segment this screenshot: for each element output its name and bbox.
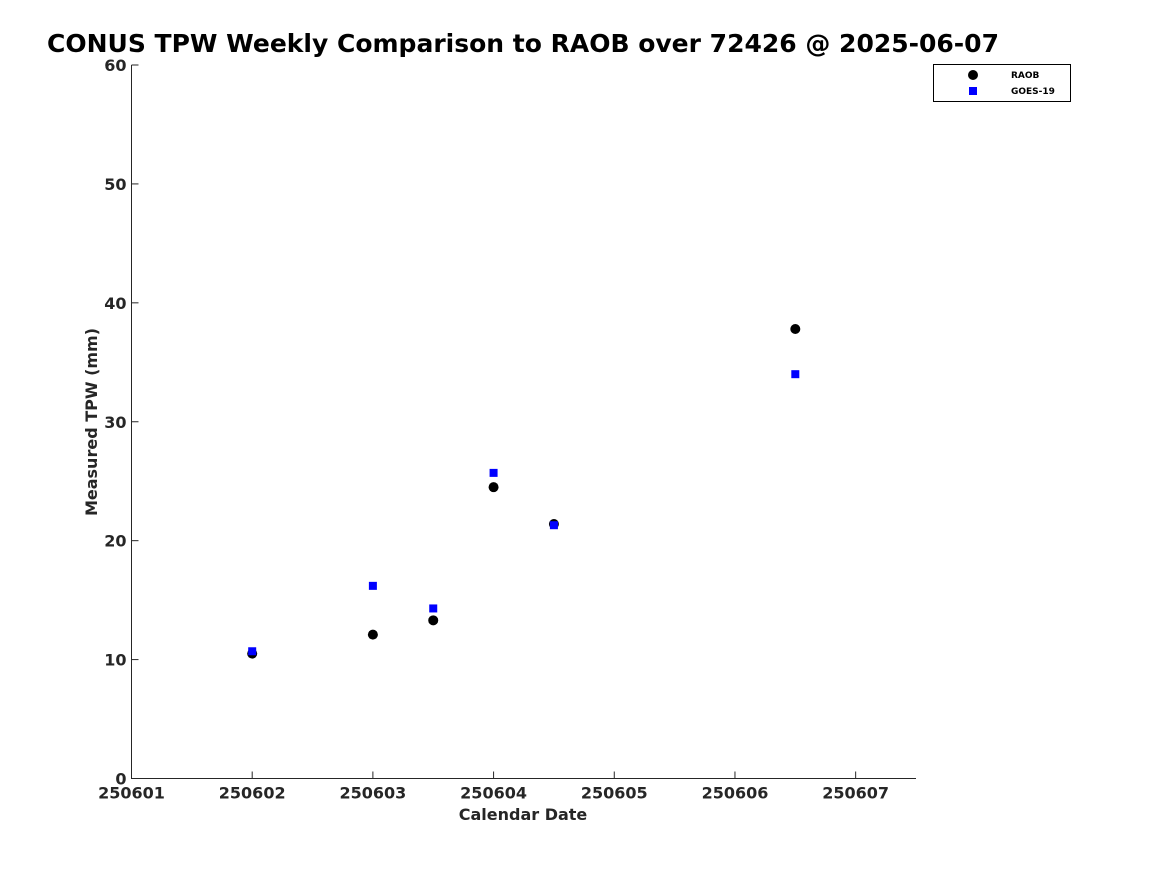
y-tick-label: 50 — [104, 175, 126, 194]
y-axis-ticks: 0 10 20 30 40 50 60 — [104, 56, 139, 789]
raob-point — [367, 629, 378, 640]
y-axis-label: Measured TPW (mm) — [82, 328, 101, 516]
x-tick-label: 250603 — [339, 784, 406, 803]
goes-19-point — [791, 370, 800, 379]
legend-raob-marker — [968, 70, 978, 80]
raob-point — [488, 482, 499, 493]
x-tick-label: 250607 — [822, 784, 889, 803]
y-tick-label: 10 — [104, 651, 126, 670]
goes-19-point — [549, 521, 558, 530]
goes-19-point — [248, 647, 257, 656]
y-tick-label: 30 — [104, 413, 126, 432]
raob-point — [790, 323, 801, 334]
data-points — [247, 323, 801, 659]
goes-19-point — [429, 604, 438, 613]
legend-box — [933, 64, 1071, 102]
goes-19-point — [489, 468, 498, 477]
legend-raob-label: RAOB — [1011, 71, 1040, 81]
legend: RAOB GOES-19 — [933, 64, 1071, 102]
goes-19-point — [368, 581, 377, 590]
x-tick-label: 250604 — [460, 784, 527, 803]
y-tick-label: 20 — [104, 532, 126, 551]
y-tick-label: 60 — [104, 56, 126, 75]
x-tick-label: 250606 — [702, 784, 769, 803]
y-tick-label: 0 — [115, 770, 126, 789]
chart-title: CONUS TPW Weekly Comparison to RAOB over… — [47, 29, 999, 58]
x-tick-label: 250602 — [219, 784, 286, 803]
legend-goes-marker — [969, 87, 977, 95]
raob-point — [428, 615, 439, 626]
x-tick-label: 250605 — [581, 784, 648, 803]
axes — [131, 65, 916, 779]
x-tick-label: 250601 — [98, 784, 165, 803]
x-axis-label: Calendar Date — [459, 805, 588, 824]
y-tick-label: 40 — [104, 294, 126, 313]
legend-goes-label: GOES-19 — [1011, 87, 1055, 97]
x-axis-ticks: 250601 250602 250603 250604 250605 250606 2506… — [98, 771, 889, 803]
